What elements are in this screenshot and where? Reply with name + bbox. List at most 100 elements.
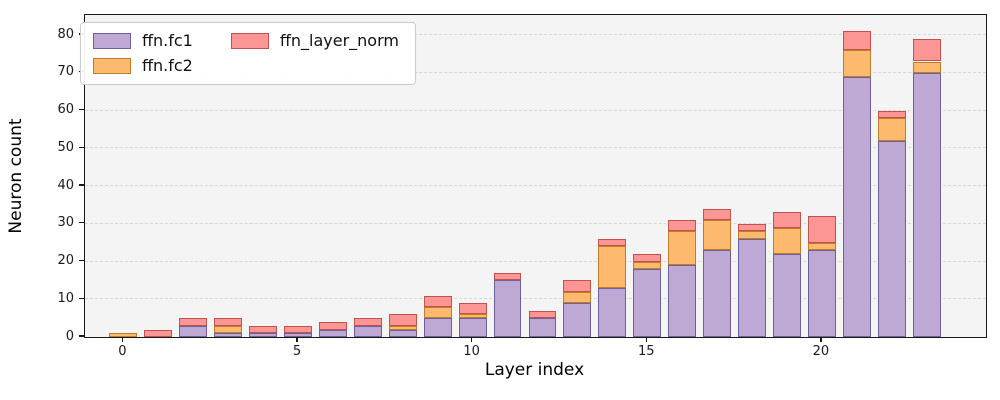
- bar-layer19-ffn_layer_norm: [773, 212, 801, 228]
- ytick-mark-40: [79, 184, 84, 186]
- xtick-mark-20: [820, 337, 822, 343]
- bar-layer23-ffn_layer_norm: [912, 38, 941, 62]
- bar-layer23-ffn.fc2: [912, 61, 941, 73]
- legend-swatch-ffn_layer_norm: [230, 33, 269, 49]
- xtick-label-0: 0: [118, 344, 127, 359]
- gridline-y-20: [85, 260, 986, 262]
- bar-layer7-ffn_layer_norm: [353, 318, 382, 326]
- bar-layer22-ffn_layer_norm: [877, 110, 906, 119]
- bar-layer19-ffn.fc2: [773, 227, 801, 254]
- bar-layer14-ffn_layer_norm: [598, 238, 627, 247]
- bar-layer15-ffn_layer_norm: [633, 254, 662, 262]
- ytick-mark-60: [79, 108, 84, 111]
- gridline-y-80: [85, 34, 986, 35]
- x-axis-label: Layer index: [484, 360, 585, 380]
- gridline-y-60: [85, 109, 986, 111]
- bar-layer17-ffn_layer_norm: [703, 208, 731, 220]
- bar-layer2-ffn_layer_norm: [179, 318, 208, 326]
- ytick-mark-50: [79, 146, 84, 148]
- bar-layer20-ffn_layer_norm: [807, 216, 836, 243]
- bar-layer2-ffn.fc1: [179, 325, 208, 337]
- bar-layer3-ffn_layer_norm: [214, 318, 243, 326]
- bar-layer7-ffn.fc1: [353, 325, 382, 337]
- bar-layer11-ffn.fc1: [493, 280, 522, 337]
- gridline-y-50: [85, 147, 986, 149]
- bar-layer1-ffn_layer_norm: [144, 329, 173, 337]
- bar-layer16-ffn.fc1: [668, 265, 697, 337]
- bar-layer21-ffn_layer_norm: [842, 31, 871, 51]
- bar-layer17-ffn.fc2: [703, 220, 731, 251]
- bar-layer23-ffn.fc1: [912, 72, 941, 337]
- bar-layer17-ffn.fc1: [703, 250, 731, 337]
- legend: ffn.fc1 ffn.fc2 ffn_layer_norm: [80, 22, 416, 85]
- bar-layer20-ffn.fc1: [807, 250, 836, 337]
- bar-layer18-ffn.fc1: [738, 238, 766, 337]
- bar-layer13-ffn.fc2: [563, 291, 592, 303]
- ytick-label-40: 40: [57, 177, 74, 193]
- ytick-mark-10: [79, 297, 84, 299]
- ytick-label-10: 10: [57, 290, 74, 306]
- bar-layer21-ffn.fc2: [842, 50, 871, 77]
- ytick-label-50: 50: [57, 139, 74, 155]
- bar-layer6-ffn.fc1: [319, 329, 347, 337]
- legend-swatch-ffn.fc2: [93, 58, 131, 74]
- bar-layer10-ffn_layer_norm: [458, 303, 487, 315]
- bar-layer21-ffn.fc1: [842, 76, 871, 337]
- xtick-mark-15: [645, 337, 647, 343]
- bar-layer8-ffn.fc2: [388, 325, 417, 330]
- bar-layer9-ffn.fc2: [423, 306, 452, 319]
- bar-layer4-ffn.fc1: [249, 333, 277, 337]
- ytick-label-70: 70: [57, 64, 74, 80]
- plot-area: [84, 14, 987, 338]
- bar-layer14-ffn.fc2: [598, 246, 627, 288]
- xtick-label-5: 5: [292, 344, 302, 359]
- bar-layer4-ffn_layer_norm: [249, 325, 277, 334]
- bar-layer14-ffn.fc1: [598, 287, 627, 337]
- ytick-label-0: 0: [65, 328, 74, 344]
- ytick-mark-30: [79, 222, 84, 224]
- legend-label-ffn_layer_norm: ffn_layer_norm: [279, 31, 399, 50]
- y-axis-label: Neuron count: [6, 118, 26, 234]
- gridline-y-40: [85, 185, 986, 186]
- bar-layer19-ffn.fc1: [773, 254, 801, 337]
- bar-layer5-ffn_layer_norm: [284, 325, 312, 334]
- bar-layer16-ffn.fc2: [668, 231, 697, 266]
- bar-layer5-ffn.fc1: [284, 333, 312, 337]
- bar-layer13-ffn_layer_norm: [563, 280, 592, 292]
- bar-layer15-ffn.fc1: [633, 269, 662, 337]
- bar-layer13-ffn.fc1: [563, 303, 592, 337]
- xtick-label-15: 15: [638, 344, 655, 359]
- xtick-label-10: 10: [463, 344, 480, 359]
- gridline-y-10: [85, 298, 986, 300]
- bar-layer10-ffn.fc1: [458, 318, 487, 337]
- xtick-mark-10: [470, 337, 473, 343]
- bar-layer12-ffn.fc1: [528, 318, 557, 337]
- bar-layer0-ffn.fc2: [109, 333, 138, 337]
- bar-layer18-ffn.fc2: [738, 231, 766, 239]
- ytick-label-60: 60: [57, 102, 74, 117]
- bar-layer6-ffn_layer_norm: [319, 322, 347, 330]
- gridline-y-30: [85, 222, 986, 224]
- legend-item-ffn.fc2: ffn.fc2: [93, 57, 193, 75]
- bar-layer16-ffn_layer_norm: [668, 220, 697, 232]
- legend-label-ffn.fc1: ffn.fc1: [142, 31, 193, 50]
- legend-item-ffn_layer_norm: ffn_layer_norm: [230, 31, 399, 50]
- bar-layer11-ffn_layer_norm: [493, 272, 522, 281]
- bar-layer10-ffn.fc2: [458, 314, 487, 319]
- bar-layer3-ffn.fc2: [214, 325, 243, 334]
- ytick-label-80: 80: [57, 26, 74, 42]
- legend-swatch-ffn.fc1: [93, 33, 131, 49]
- ytick-label-20: 20: [57, 253, 74, 268]
- ytick-mark-20: [79, 259, 84, 262]
- legend-label-ffn.fc2: ffn.fc2: [142, 56, 193, 75]
- bar-layer8-ffn_layer_norm: [388, 314, 417, 326]
- bar-layer22-ffn.fc2: [877, 118, 906, 141]
- ytick-label-30: 30: [57, 215, 74, 231]
- bar-layer3-ffn.fc1: [214, 333, 243, 337]
- xtick-mark-5: [296, 337, 298, 343]
- bar-layer20-ffn.fc2: [807, 242, 836, 251]
- xtick-label-20: 20: [812, 344, 830, 359]
- bar-layer9-ffn.fc1: [423, 318, 452, 337]
- gridline-y-70: [85, 71, 986, 73]
